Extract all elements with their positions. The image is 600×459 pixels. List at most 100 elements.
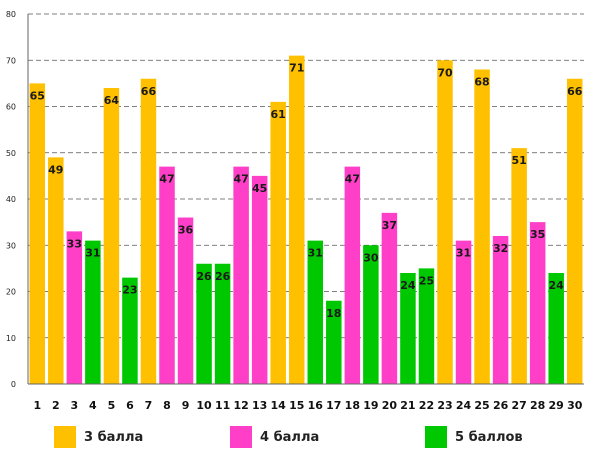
x-tick-label: 17 bbox=[326, 399, 341, 412]
data-label: 31 bbox=[308, 247, 323, 260]
data-label: 47 bbox=[159, 173, 174, 186]
legend-item-3: 3 балла bbox=[54, 426, 143, 448]
data-label: 24 bbox=[549, 279, 565, 292]
bar bbox=[455, 240, 472, 384]
y-tick-label: 0 bbox=[11, 380, 16, 389]
bar bbox=[344, 166, 361, 384]
x-tick-label: 9 bbox=[182, 399, 190, 412]
data-label: 18 bbox=[326, 307, 341, 320]
x-tick-label: 26 bbox=[493, 399, 509, 412]
x-tick-label: 29 bbox=[549, 399, 564, 412]
data-label: 26 bbox=[215, 270, 231, 283]
bar bbox=[566, 78, 583, 384]
x-tick-label: 20 bbox=[382, 399, 398, 412]
x-tick-label: 15 bbox=[289, 399, 304, 412]
bar bbox=[418, 268, 435, 384]
bars bbox=[29, 55, 583, 384]
x-tick-label: 16 bbox=[308, 399, 324, 412]
x-tick-label: 30 bbox=[567, 399, 583, 412]
bar bbox=[85, 240, 101, 384]
bar bbox=[48, 157, 64, 384]
y-tick-label: 70 bbox=[6, 56, 16, 65]
bar bbox=[251, 175, 268, 384]
x-tick-label: 14 bbox=[271, 399, 287, 412]
x-tick-label: 6 bbox=[126, 399, 134, 412]
bar bbox=[288, 55, 305, 384]
data-label: 47 bbox=[233, 173, 248, 186]
data-label: 47 bbox=[345, 173, 360, 186]
data-label: 31 bbox=[85, 247, 100, 260]
x-tick-label: 19 bbox=[363, 399, 378, 412]
data-label: 31 bbox=[456, 247, 471, 260]
bar bbox=[437, 60, 453, 384]
data-label: 35 bbox=[530, 228, 545, 241]
data-label: 33 bbox=[67, 237, 82, 250]
data-label: 49 bbox=[48, 163, 63, 176]
data-label: 36 bbox=[178, 224, 194, 237]
bar bbox=[270, 101, 286, 384]
data-label: 26 bbox=[196, 270, 212, 283]
bar bbox=[140, 78, 157, 384]
x-tick-label: 22 bbox=[419, 399, 434, 412]
legend-swatch-5 bbox=[425, 426, 447, 448]
data-label: 30 bbox=[363, 251, 379, 264]
x-tick-label: 8 bbox=[163, 399, 171, 412]
legend-swatch-4 bbox=[230, 426, 252, 448]
data-label: 64 bbox=[104, 94, 120, 107]
bar bbox=[492, 236, 509, 384]
x-tick-label: 11 bbox=[215, 399, 230, 412]
data-label: 70 bbox=[437, 66, 453, 79]
y-tick-label: 20 bbox=[6, 288, 16, 297]
y-tick-label: 30 bbox=[6, 241, 16, 250]
y-tick-label: 60 bbox=[6, 103, 16, 112]
x-tick-label: 28 bbox=[530, 399, 545, 412]
gridlines bbox=[28, 13, 584, 339]
y-tick-label: 50 bbox=[6, 149, 16, 158]
data-label: 45 bbox=[252, 182, 267, 195]
x-tick-label: 3 bbox=[71, 399, 79, 412]
data-label: 66 bbox=[567, 85, 583, 98]
data-label: 71 bbox=[289, 62, 304, 75]
bar bbox=[363, 245, 379, 384]
legend-item-4: 4 балла bbox=[230, 426, 319, 448]
data-label: 66 bbox=[141, 85, 157, 98]
bar bbox=[400, 273, 416, 384]
bar bbox=[159, 166, 175, 384]
y-tick-label: 40 bbox=[6, 195, 16, 204]
legend-label-4: 4 балла bbox=[260, 429, 320, 445]
legend-swatch-3 bbox=[54, 426, 76, 448]
bar bbox=[66, 231, 83, 384]
data-label: 65 bbox=[30, 89, 45, 102]
data-label: 68 bbox=[474, 76, 489, 89]
x-tick-label: 2 bbox=[52, 399, 60, 412]
bar bbox=[474, 69, 490, 384]
bar bbox=[381, 212, 398, 384]
bar bbox=[511, 148, 527, 384]
x-tick-label: 18 bbox=[345, 399, 360, 412]
x-tick-label: 21 bbox=[400, 399, 415, 412]
legend-item-5: 5 баллов bbox=[425, 426, 523, 448]
data-label: 37 bbox=[382, 219, 397, 232]
x-tick-label: 4 bbox=[89, 399, 97, 412]
y-tick-label: 80 bbox=[6, 10, 16, 19]
x-tick-label: 7 bbox=[145, 399, 153, 412]
y-tick-label: 10 bbox=[6, 334, 16, 343]
data-label: 51 bbox=[511, 154, 526, 167]
bar bbox=[122, 277, 138, 384]
data-label: 24 bbox=[400, 279, 416, 292]
bar bbox=[196, 263, 212, 384]
bar bbox=[214, 263, 231, 384]
x-axis-ticks: 1 2 3 4 5 6 7 8 9 10 11 12 13 14 15 16 17 18 19 20 21 22 23 24 2… bbox=[33, 399, 582, 412]
bar bbox=[307, 240, 324, 384]
x-tick-label: 25 bbox=[474, 399, 489, 412]
x-tick-label: 27 bbox=[511, 399, 526, 412]
x-tick-label: 1 bbox=[33, 399, 41, 412]
bar bbox=[529, 222, 546, 384]
x-tick-label: 12 bbox=[233, 399, 248, 412]
bar bbox=[548, 273, 564, 384]
y-axis-ticks: 0 10 20 30 40 50 60 70 80 bbox=[6, 10, 16, 389]
bar bbox=[233, 166, 249, 384]
x-tick-label: 5 bbox=[108, 399, 116, 412]
